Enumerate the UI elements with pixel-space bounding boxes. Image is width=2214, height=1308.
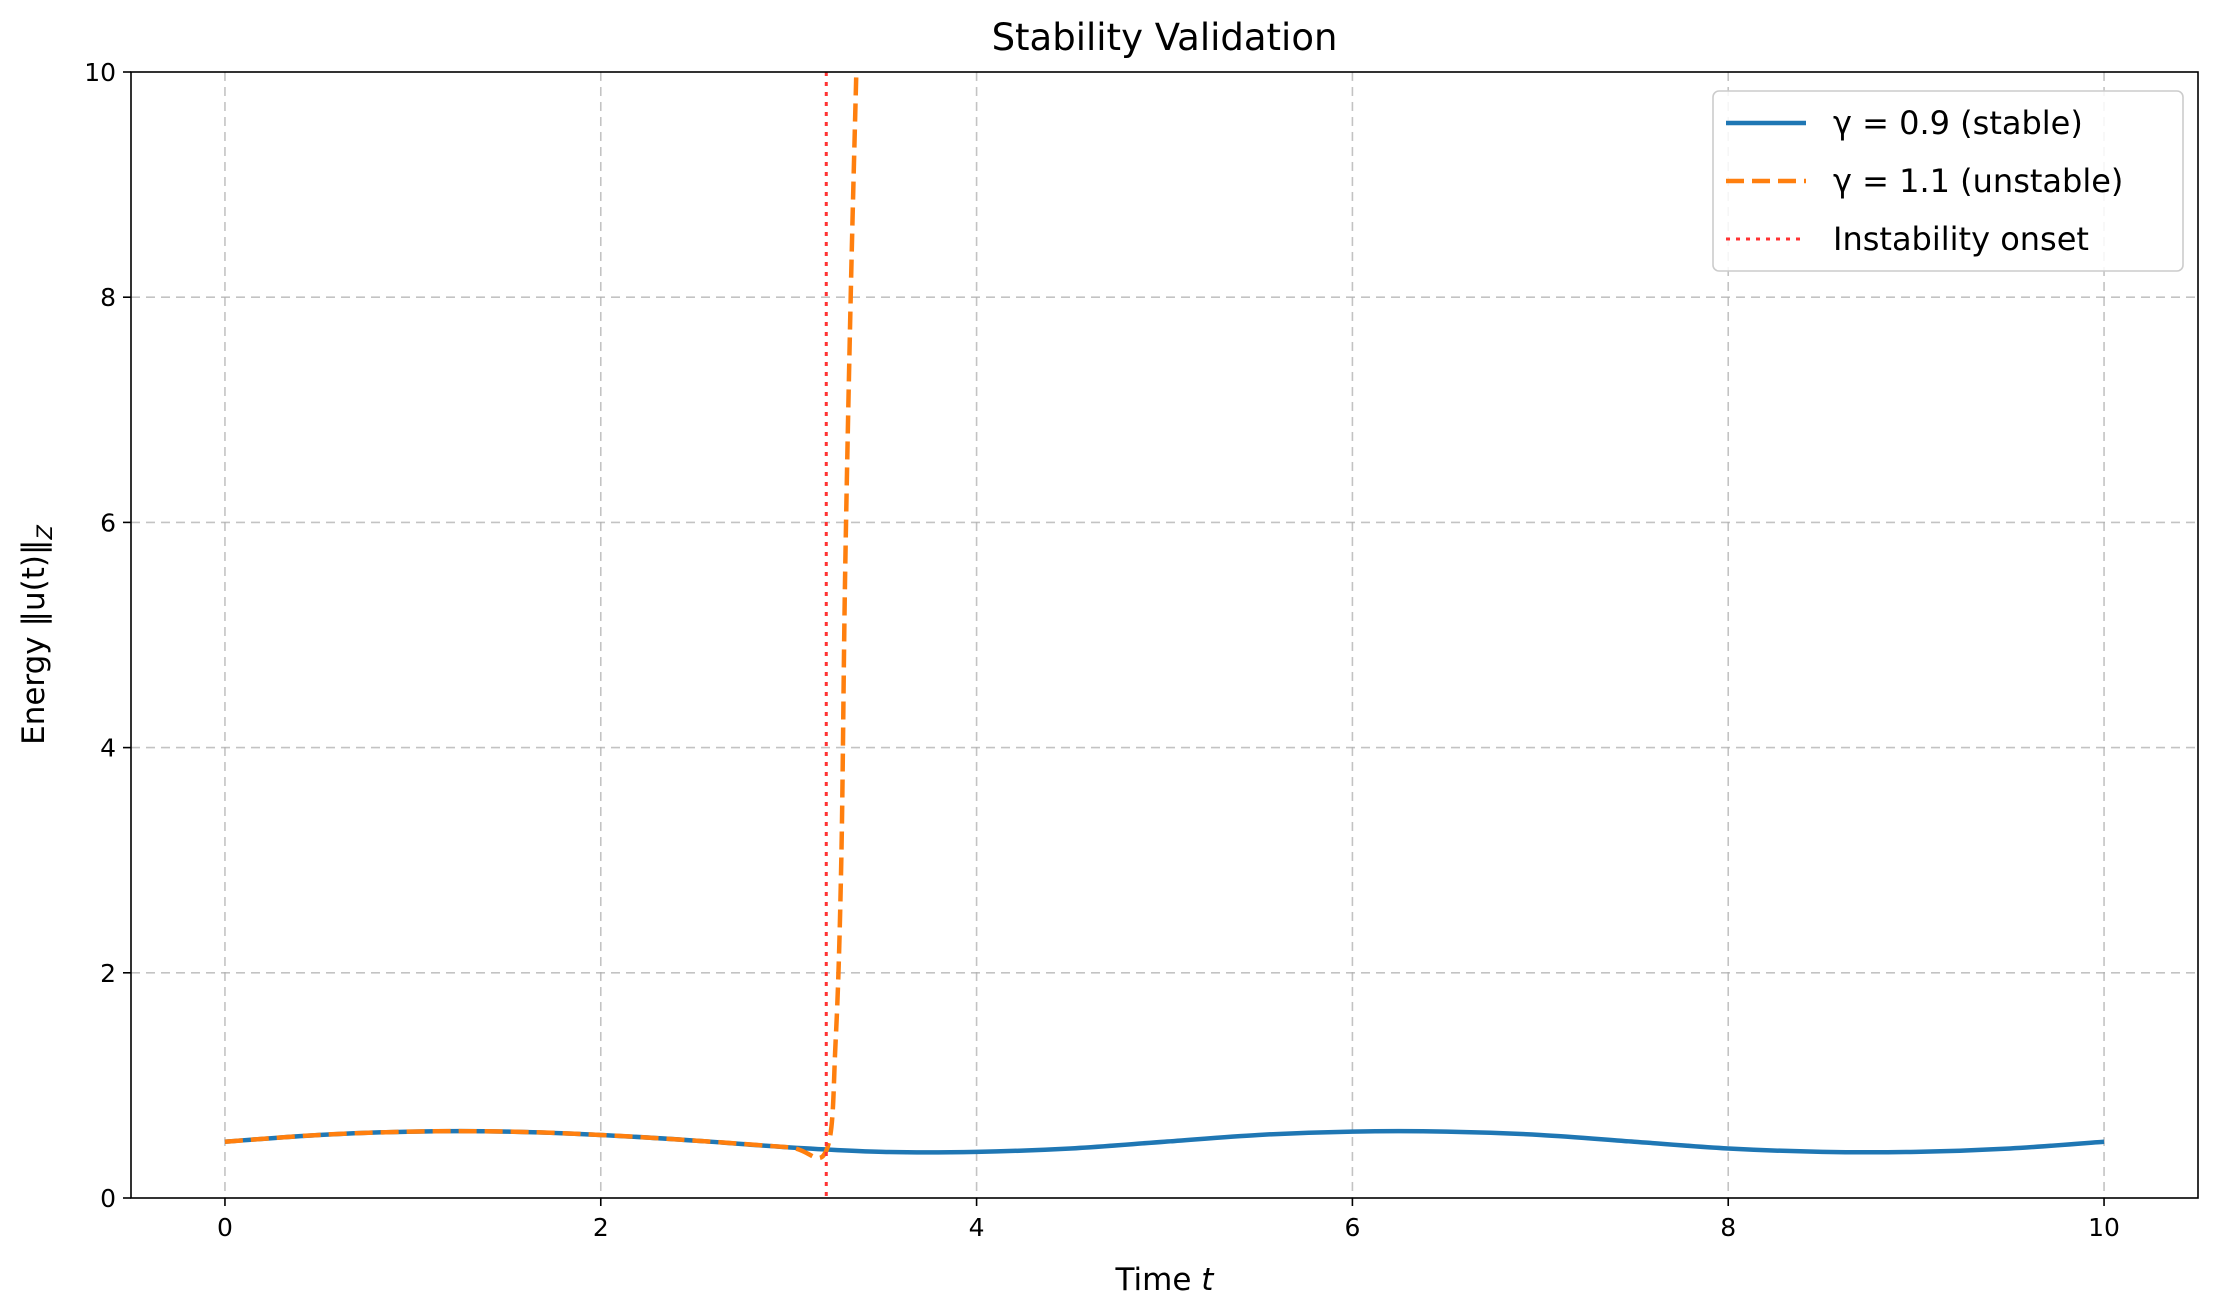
y-tick-label: 10	[84, 58, 116, 87]
x-tick-label: 10	[2088, 1213, 2120, 1242]
x-axis-title: Time t	[1115, 1262, 1216, 1298]
x-tick-label: 0	[217, 1213, 233, 1242]
plot-area-frame	[130, 71, 2199, 1199]
y-axis-title: Energy ‖u(t)‖Z	[16, 525, 57, 745]
x-tick-label: 2	[593, 1213, 609, 1242]
series-line-unstable	[224, 72, 859, 1161]
legend-label-unstable: γ = 1.1 (unstable)	[1833, 162, 2123, 200]
series-line-stable	[224, 1128, 2105, 1155]
y-tick-label: 0	[100, 1184, 116, 1213]
legend-label-stable: γ = 0.9 (stable)	[1833, 104, 2083, 142]
y-tick-label: 8	[100, 283, 116, 312]
legend-box	[1712, 90, 2184, 272]
x-tick-label: 4	[969, 1213, 985, 1242]
y-tick-label: 6	[100, 508, 116, 537]
axis-ticks: 0 2 4 6 8 10 0 2 4 6 8 10	[84, 58, 2120, 1242]
chart-title: Stability Validation	[992, 16, 1338, 59]
y-tick-label: 2	[100, 959, 116, 988]
x-tick-label: 6	[1344, 1213, 1360, 1242]
legend: γ = 0.9 (stable) γ = 1.1 (unstable) Inst…	[1712, 90, 2184, 272]
grid	[131, 72, 2198, 1198]
y-tick-label: 4	[100, 734, 116, 763]
legend-label-onset: Instability onset	[1833, 220, 2089, 258]
plot-lines	[224, 72, 2105, 1198]
x-tick-label: 8	[1720, 1213, 1736, 1242]
